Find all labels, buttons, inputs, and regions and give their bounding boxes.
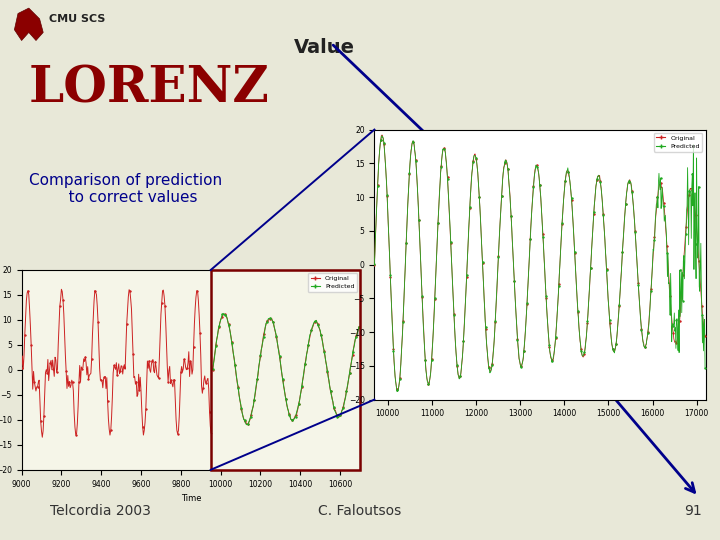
Text: LORENZ: LORENZ: [29, 65, 269, 114]
Text: 91: 91: [684, 504, 702, 518]
Polygon shape: [14, 8, 43, 40]
Text: CMU SCS: CMU SCS: [49, 14, 105, 24]
Text: Telcordia 2003: Telcordia 2003: [50, 504, 151, 518]
Legend: Original, Predicted: Original, Predicted: [308, 273, 357, 292]
Text: Timesteps: Timesteps: [526, 286, 639, 305]
Bar: [211, 270, 360, 470]
X-axis label: Time: Time: [181, 494, 201, 503]
Legend: Original, Predicted: Original, Predicted: [654, 133, 703, 152]
Text: C. Faloutsos: C. Faloutsos: [318, 504, 402, 518]
Text: Comparison of prediction
   to correct values: Comparison of prediction to correct valu…: [29, 173, 222, 205]
Text: Value: Value: [294, 38, 354, 57]
